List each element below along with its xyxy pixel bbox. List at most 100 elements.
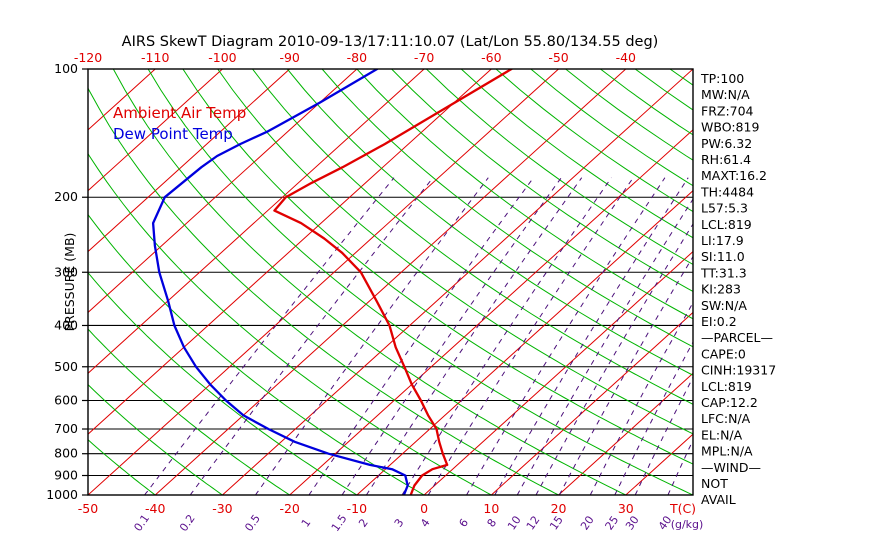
- dew-point-legend-label: Dew Point Temp: [113, 125, 233, 143]
- isotherm-line: [88, 69, 358, 314]
- stability-index-entry: CAP:12.2: [701, 395, 758, 410]
- isotherm-line: [88, 69, 291, 253]
- dry-adiabat-line: [147, 69, 693, 495]
- top-temperature-label: -110: [141, 50, 169, 65]
- stability-index-entry: FRZ:704: [701, 103, 754, 118]
- dry-adiabat-line: [252, 69, 693, 405]
- mixing-ratio-unit-label: (g/kg): [671, 518, 704, 531]
- pressure-tick-label: 700: [54, 421, 78, 436]
- mixing-ratio-line: [341, 177, 562, 495]
- isotherm-line: [289, 129, 693, 495]
- plot-border: [87, 68, 694, 496]
- ambient-temp-legend-label: Ambient Air Temp: [113, 104, 246, 122]
- stability-index-entry: RH:61.4: [701, 152, 751, 167]
- pressure-tick-label: 1000: [46, 487, 78, 502]
- stability-index-entry: PW:6.32: [701, 136, 752, 151]
- stability-index-entry: MW:N/A: [701, 87, 750, 102]
- stability-index-entry: SI:11.0: [701, 249, 745, 264]
- top-temperature-label: -40: [616, 50, 636, 65]
- top-temperature-label: -90: [279, 50, 299, 65]
- stability-index-entry: L57:5.3: [701, 201, 748, 216]
- dry-adiabat-line: [112, 69, 627, 495]
- stability-index-entry: LFC:N/A: [701, 411, 751, 426]
- y-axis-label: PRESSURE (MB): [62, 233, 77, 332]
- dry-adiabat-line: [182, 69, 693, 465]
- dry-adiabat-line: [356, 69, 693, 320]
- isotherm-line: [88, 69, 425, 374]
- dry-adiabat-line: [391, 69, 693, 293]
- bottom-temperature-label: -20: [279, 501, 299, 516]
- mixing-ratio-line: [255, 177, 489, 495]
- profile-curve: [273, 69, 513, 495]
- pressure-tick-label: 500: [54, 359, 78, 374]
- temperature-unit-label: T(C): [669, 501, 696, 516]
- mixing-ratio-line: [466, 177, 666, 495]
- mixing-ratio-line: [589, 301, 693, 495]
- top-temperature-label: -70: [414, 50, 434, 65]
- bottom-temperature-label: 30: [618, 501, 634, 516]
- pressure-tick-label: 900: [54, 468, 78, 483]
- pressure-tick-label: 600: [54, 392, 78, 407]
- stability-index-entry: TP:100: [700, 71, 744, 86]
- stability-index-entry: AVAIL: [701, 492, 736, 507]
- isotherm-line: [423, 250, 693, 495]
- mixing-ratio-line: [634, 376, 693, 495]
- pressure-tick-label: 800: [54, 446, 78, 461]
- stability-index-entry: EI:0.2: [701, 314, 737, 329]
- dry-adiabat-line: [88, 383, 223, 495]
- pressure-tick-label: 200: [54, 189, 78, 204]
- stability-index-entry: SW:N/A: [701, 298, 747, 313]
- profile-curve: [151, 69, 409, 495]
- stability-index-entry: MPL:N/A: [701, 444, 753, 459]
- plot-frame: [87, 68, 694, 496]
- bottom-temperature-label: -40: [145, 501, 165, 516]
- isotherm-line: [88, 69, 492, 435]
- dry-adiabat-line: [426, 69, 693, 266]
- mixing-ratio-line: [494, 177, 689, 495]
- top-temperature-label: -60: [481, 50, 501, 65]
- mixing-ratio-line: [535, 223, 693, 495]
- stability-index-entry: —PARCEL—: [701, 330, 773, 345]
- top-temperature-label: -100: [208, 50, 236, 65]
- top-temperature-label: -80: [347, 50, 367, 65]
- dry-adiabat-line: [88, 87, 559, 495]
- mixing-ratio-line: [308, 177, 534, 495]
- stability-index-entry: KI:283: [701, 282, 741, 297]
- top-temperature-label: -50: [548, 50, 568, 65]
- dry-adiabat-line: [321, 69, 693, 348]
- mixing-ratio-line: [614, 341, 693, 495]
- stability-index-entry: NOT: [701, 476, 728, 491]
- mixing-ratio-line: [427, 177, 634, 495]
- pressure-tick-label: 100: [54, 61, 78, 76]
- stability-index-entry: LCL:819: [701, 379, 752, 394]
- isotherm-line: [154, 69, 627, 495]
- isotherm-line: [558, 372, 693, 495]
- bottom-temperature-label: -30: [212, 501, 232, 516]
- stability-index-entry: CINH:19317: [701, 363, 776, 378]
- dry-adiabat-line: [88, 328, 290, 495]
- stability-index-entry: TT:31.3: [700, 265, 747, 280]
- stability-index-entry: MAXT:16.2: [701, 168, 767, 183]
- pressure-tick-label: 300: [54, 264, 78, 279]
- dry-adiabat-line: [286, 69, 693, 376]
- mixing-ratio-line: [189, 177, 434, 495]
- stability-index-entry: LCL:819: [701, 217, 752, 232]
- profile-curves-layer: [151, 69, 513, 495]
- bottom-temperature-label: -10: [347, 501, 367, 516]
- stability-index-entry: EL:N/A: [701, 427, 743, 442]
- mixing-ratio-line: [144, 177, 395, 495]
- mixing-ratio-line: [401, 177, 612, 495]
- isotherm-line: [490, 311, 693, 495]
- stability-index-entry: TH:4484: [700, 184, 754, 199]
- dry-adiabat-line: [217, 69, 693, 435]
- grid-layer: [88, 69, 693, 495]
- bottom-temperature-label: 0: [420, 501, 428, 516]
- stability-index-entry: CAPE:0: [701, 346, 746, 361]
- dry-adiabat-line: [88, 439, 156, 495]
- bottom-temperature-label: -50: [78, 501, 98, 516]
